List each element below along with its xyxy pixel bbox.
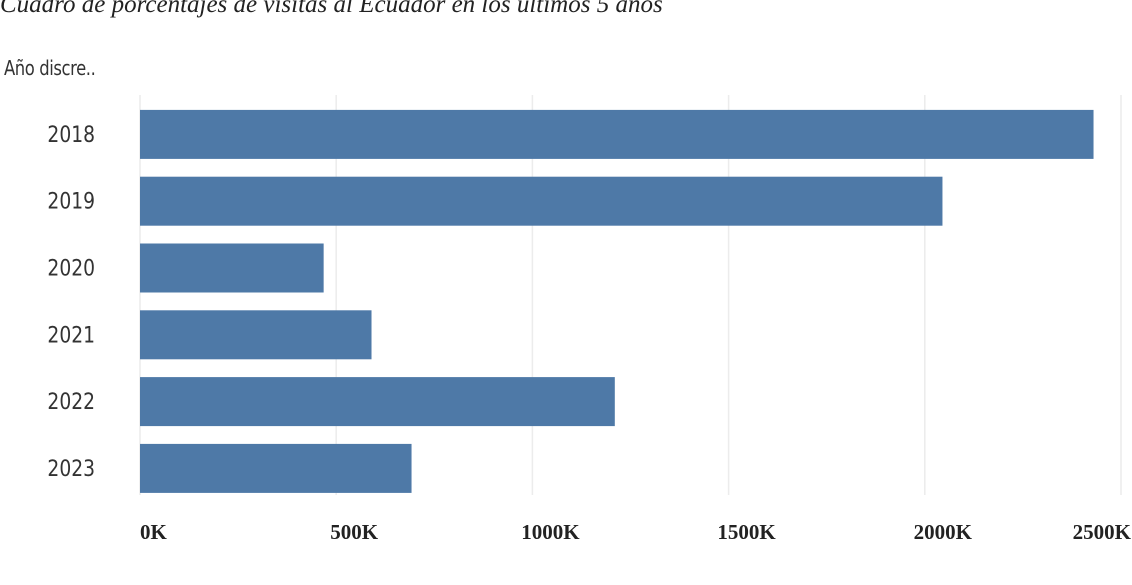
- category-label-2019: 2019: [47, 188, 95, 214]
- x-tick-label-3: 1500K: [717, 520, 776, 544]
- bar-2021[interactable]: [140, 310, 372, 360]
- category-axis-header: Año discre..: [4, 56, 96, 80]
- x-axis-tick-labels: 0K 500K 1000K 1500K 2000K 2500K: [140, 520, 1132, 544]
- bar-2018[interactable]: [140, 109, 1094, 159]
- grid-lines: [139, 95, 1122, 495]
- x-tick-label-5: 2500K: [1073, 520, 1132, 544]
- x-tick-label-4: 2000K: [914, 520, 973, 544]
- bar-2022[interactable]: [140, 377, 615, 427]
- x-tick-label-2: 1000K: [521, 520, 580, 544]
- bar-2023[interactable]: [140, 443, 412, 493]
- x-tick-label-0: 0K: [140, 520, 168, 544]
- bar-2019[interactable]: [140, 176, 943, 226]
- figure-caption: Cuadro de porcentajes de visitas al Ecua…: [0, 0, 663, 18]
- category-label-2021: 2021: [47, 322, 95, 348]
- bars: [140, 109, 1094, 493]
- category-label-2023: 2023: [47, 455, 95, 481]
- category-label-2022: 2022: [47, 389, 95, 415]
- category-label-2020: 2020: [47, 255, 95, 281]
- category-labels: 2018 2019 2020 2021 2022 2023: [47, 121, 95, 481]
- bar-2020[interactable]: [140, 243, 324, 293]
- x-tick-label-1: 500K: [330, 520, 379, 544]
- category-label-2018: 2018: [47, 121, 95, 147]
